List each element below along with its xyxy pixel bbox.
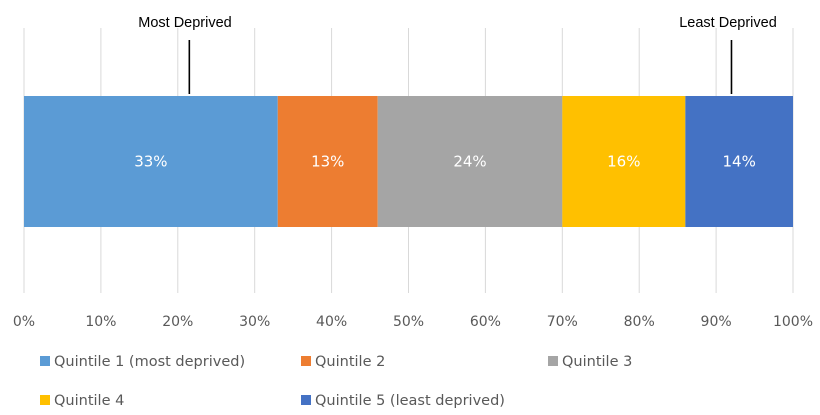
legend-swatch-quintile-2 [301, 356, 311, 366]
legend-label-quintile-3: Quintile 3 [562, 354, 632, 370]
legend-label-quintile-2: Quintile 2 [315, 354, 385, 370]
legend-swatch-quintile-4 [40, 395, 50, 405]
x-tick-label: 0% [13, 314, 35, 330]
legend-label-quintile-4: Quintile 4 [54, 393, 124, 409]
x-tick-label: 40% [316, 314, 347, 330]
data-label-quintile-2: 13% [311, 153, 344, 171]
x-tick-label: 80% [624, 314, 655, 330]
x-tick-label: 70% [547, 314, 578, 330]
legend: Quintile 1 (most deprived) Quintile 2 Quin… [40, 354, 632, 409]
legend-swatch-quintile-1 [40, 356, 50, 366]
x-tick-label: 100% [773, 314, 813, 330]
x-tick-label: 20% [162, 314, 193, 330]
annotation-most-deprived: Most Deprived [138, 15, 231, 31]
bar-segment-quintile-2 [277, 96, 378, 227]
x-tick-label: 90% [701, 314, 732, 330]
bar-segment-quintile-4 [562, 96, 686, 227]
annotations: Most Deprived Least Deprived [138, 15, 777, 94]
x-tick-label: 30% [239, 314, 270, 330]
x-tick-label: 10% [85, 314, 116, 330]
legend-swatch-quintile-5 [301, 395, 311, 405]
data-label-quintile-3: 24% [453, 153, 486, 171]
x-tick-label: 50% [393, 314, 424, 330]
data-labels: 33% 13% 24% 16% 14% [134, 153, 756, 171]
data-label-quintile-1: 33% [134, 153, 167, 171]
x-tick-label: 60% [470, 314, 501, 330]
legend-label-quintile-5: Quintile 5 (least deprived) [315, 393, 505, 409]
bar-segment-quintile-1 [24, 96, 278, 227]
bar-segment-quintile-5 [685, 96, 793, 227]
data-label-quintile-5: 14% [722, 153, 755, 171]
annotation-least-deprived: Least Deprived [679, 15, 777, 31]
bar-segments [24, 96, 793, 227]
bar-segment-quintile-3 [377, 96, 563, 227]
legend-label-quintile-1: Quintile 1 (most deprived) [54, 354, 245, 370]
legend-swatch-quintile-3 [548, 356, 558, 366]
data-label-quintile-4: 16% [607, 153, 640, 171]
x-axis-ticks: 0% 10% 20% 30% 40% 50% 60% 70% 80% 90% 100% [13, 314, 813, 330]
